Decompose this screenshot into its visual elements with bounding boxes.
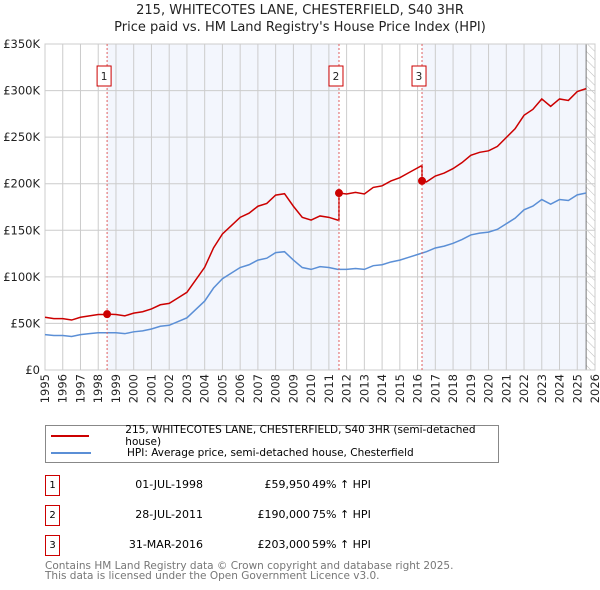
footer-copyright: Contains HM Land Registry data © Crown c…	[45, 560, 454, 572]
sale-marker-box	[328, 65, 344, 87]
x-tick-label: 2007	[251, 374, 265, 403]
footer: Contains HM Land Registry data © Crown c…	[45, 560, 454, 582]
legend-label: HPI: Average price, semi-detached house,…	[127, 447, 414, 459]
plot-border	[44, 43, 596, 371]
sale-row: 3 31-MAR-2016 £203,000 59% ↑ HPI	[45, 535, 445, 556]
x-tick-label: 2013	[357, 374, 371, 403]
x-tick-label: 2011	[322, 374, 336, 403]
sale-hpi-diff: 75% ↑ HPI	[312, 508, 371, 521]
x-tick-label: 2002	[162, 374, 176, 403]
x-tick-label: 2005	[215, 374, 229, 403]
y-tick-label: £250K	[3, 130, 40, 144]
sale-price: £190,000	[257, 508, 311, 521]
footer-licence: This data is licensed under the Open Gov…	[45, 570, 380, 582]
legend-swatch-red	[51, 435, 90, 437]
chart-title: 215, WHITECOTES LANE, CHESTERFIELD, S40 …	[136, 3, 464, 18]
x-tick-label: 2015	[393, 374, 407, 403]
sale-number-badge: 2	[45, 505, 60, 526]
x-tick-label: 2021	[499, 374, 513, 403]
sale-point	[334, 189, 343, 198]
sale-date: 01-JUL-1998	[135, 478, 203, 491]
x-tick-label: 2006	[233, 374, 247, 403]
y-tick-label: £350K	[3, 37, 40, 51]
sale-price: £203,000	[257, 538, 311, 551]
x-tick-label: 2003	[180, 374, 194, 403]
sale-point	[103, 310, 112, 319]
y-tick-label: £150K	[3, 223, 40, 237]
x-tick-label: 2012	[340, 374, 354, 403]
sale-marker-box	[96, 65, 112, 87]
sale-marker-label: 2	[333, 71, 340, 83]
y-tick-label: £300K	[3, 84, 40, 98]
x-tick-label: 2019	[464, 374, 478, 403]
x-tick-label: 2009	[286, 374, 300, 403]
x-tick-label: 2024	[553, 374, 567, 403]
x-tick-label: 1995	[38, 374, 52, 403]
sale-hpi-diff: 49% ↑ HPI	[312, 478, 371, 491]
shaded-period	[107, 44, 339, 370]
x-tick-label: 2004	[198, 374, 212, 403]
x-tick-label: 2026	[588, 374, 600, 403]
legend-item-property: 215, WHITECOTES LANE, CHESTERFIELD, S40 …	[51, 424, 498, 448]
hpi-line	[44, 192, 587, 338]
x-tick-label: 2014	[375, 374, 389, 403]
sale-price: £59,950	[264, 478, 311, 491]
y-tick-label: £50K	[11, 316, 41, 330]
x-tick-label: 1998	[91, 374, 105, 403]
x-tick-label: 2017	[428, 374, 442, 403]
y-tick-label: £0	[25, 363, 40, 377]
x-tick-label: 2020	[482, 374, 496, 403]
sale-marker-label: 3	[416, 71, 423, 83]
sale-number-badge: 3	[45, 535, 60, 556]
x-tick-label: 2016	[411, 374, 425, 403]
property-line	[44, 87, 587, 321]
legend-item-hpi: HPI: Average price, semi-detached house,…	[51, 445, 414, 461]
x-tick-label: 2000	[127, 374, 141, 403]
x-tick-label: 2022	[517, 374, 531, 403]
chart-subtitle: Price paid vs. HM Land Registry's House …	[114, 20, 486, 35]
sale-marker-label: 1	[101, 71, 108, 83]
x-tick-label: 2001	[144, 374, 158, 403]
sale-number-badge: 1	[45, 475, 60, 496]
x-tick-label: 2025	[570, 374, 584, 403]
x-tick-label: 2010	[304, 374, 318, 403]
x-tick-label: 2018	[446, 374, 460, 403]
sale-date: 31-MAR-2016	[128, 538, 203, 551]
sale-marker-box	[411, 65, 427, 87]
shaded-period	[422, 44, 587, 370]
future-hatch	[586, 44, 595, 370]
sale-row: 2 28-JUL-2011 £190,000 75% ↑ HPI	[45, 505, 445, 526]
legend-swatch-blue	[51, 452, 91, 454]
x-tick-label: 2008	[269, 374, 283, 403]
x-tick-label: 1999	[109, 374, 123, 403]
y-tick-label: £200K	[3, 177, 40, 191]
x-tick-label: 1997	[73, 374, 87, 403]
sale-hpi-diff: 59% ↑ HPI	[312, 538, 371, 551]
x-tick-label: 2023	[535, 374, 549, 403]
sale-date: 28-JUL-2011	[135, 508, 203, 521]
x-tick-label: 1996	[56, 374, 70, 403]
legend-label: 215, WHITECOTES LANE, CHESTERFIELD, S40 …	[125, 424, 476, 448]
chart-legend: 215, WHITECOTES LANE, CHESTERFIELD, S40 …	[45, 424, 499, 463]
sale-point	[418, 176, 427, 185]
y-tick-label: £100K	[3, 270, 40, 284]
sale-row: 1 01-JUL-1998 £59,950 49% ↑ HPI	[45, 475, 445, 496]
